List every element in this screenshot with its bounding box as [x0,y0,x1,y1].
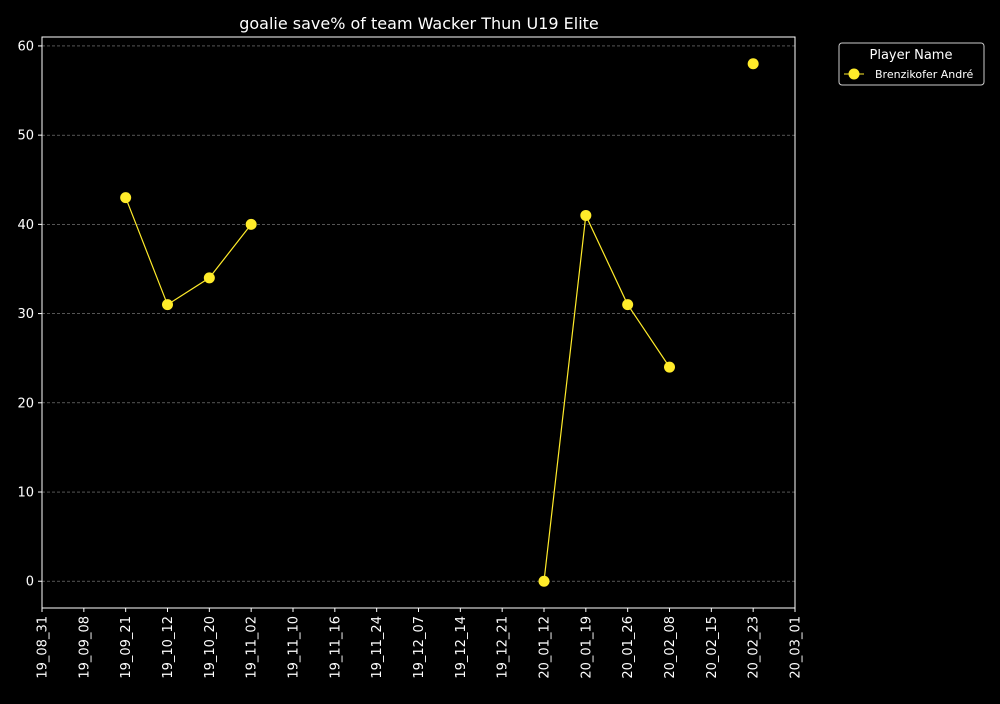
x-tick-label: 19_09_21 [119,616,134,679]
data-point [245,218,257,230]
y-tick-label: 10 [17,486,34,501]
gridlines [42,45,795,582]
series-layer [120,58,759,587]
data-point [747,58,759,70]
x-tick-label: 19_11_02 [245,616,260,679]
legend-title: Player Name [870,48,953,63]
data-point [622,299,634,311]
y-tick-label: 0 [26,575,34,590]
x-tick-label: 19_11_16 [328,616,343,679]
x-tick-label: 19_08_31 [36,616,51,679]
series-line-segment [125,197,252,306]
y-tick-label: 30 [17,307,34,322]
y-tick-label: 50 [17,129,34,144]
x-tick-label: 19_10_12 [161,616,176,679]
legend-entry-label: Brenzikofer André [875,68,974,81]
data-point [120,192,132,204]
x-tick-label: 19_12_07 [412,616,427,679]
x-tick-label: 20_02_08 [663,616,678,679]
y-tick-label: 40 [17,218,34,233]
x-tick-label: 20_02_15 [705,616,720,679]
y-axis: 0 10 20 30 40 50 60 [17,39,42,590]
chart-title: goalie save% of team Wacker Thun U19 Eli… [239,14,599,33]
series-line-segment [543,213,670,582]
x-tick-label: 20_01_26 [621,616,636,679]
legend: Player Name Brenzikofer André [838,42,985,86]
data-point [538,575,550,587]
x-tick-label: 19_11_10 [287,616,302,679]
x-axis: 19_08_31 19_09_08 19_09_21 19_10_12 19_10_20… [36,608,804,679]
data-point [664,361,675,373]
x-tick-label: 19_12_21 [496,616,511,679]
y-tick-label: 20 [17,396,34,411]
data-point [580,209,592,221]
data-point [203,272,215,284]
data-point [162,299,173,311]
x-tick-label: 19_10_20 [203,616,218,679]
x-tick-label: 19_11_24 [370,616,385,679]
x-tick-label: 20_01_19 [579,616,594,679]
legend-box [838,42,985,86]
x-tick-label: 20_01_12 [538,616,553,679]
x-tick-label: 20_03_01 [789,616,804,679]
x-tick-label: 20_02_23 [747,616,762,679]
y-tick-label: 60 [17,39,34,54]
legend-dot-marker [848,68,860,80]
x-tick-label: 19_09_08 [77,616,92,679]
x-tick-label: 19_12_14 [454,616,469,679]
